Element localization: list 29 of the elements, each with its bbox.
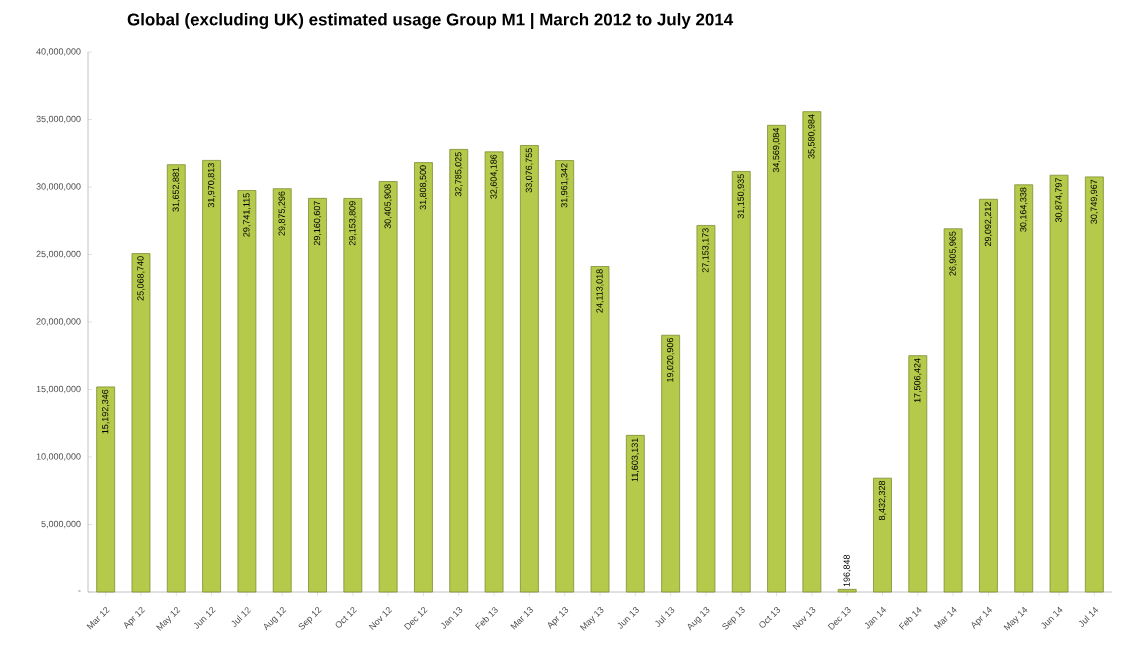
bar — [1049, 174, 1069, 593]
bar — [767, 124, 786, 593]
bar — [202, 160, 221, 593]
bar — [343, 198, 363, 593]
bar — [414, 162, 433, 593]
bar — [166, 164, 186, 593]
bar — [802, 111, 822, 593]
bar — [449, 149, 469, 593]
bar — [96, 386, 116, 593]
bar — [555, 160, 575, 593]
bar — [272, 188, 292, 593]
bar — [625, 434, 645, 593]
bar — [943, 228, 963, 593]
bar — [590, 266, 610, 593]
bar — [1014, 184, 1034, 593]
bar — [661, 334, 681, 593]
bar — [237, 190, 257, 593]
bar — [873, 477, 892, 593]
bar — [484, 151, 504, 593]
bar — [519, 145, 539, 593]
bar — [908, 355, 928, 593]
chart-title: Global (excluding UK) estimated usage Group M1 | March 2012 to July 2014 — [127, 13, 734, 30]
bar — [308, 197, 327, 593]
bar — [731, 171, 751, 593]
bar — [979, 198, 998, 593]
bar — [1084, 176, 1104, 593]
bar — [378, 181, 398, 593]
bar — [696, 225, 716, 593]
bar — [131, 253, 151, 593]
